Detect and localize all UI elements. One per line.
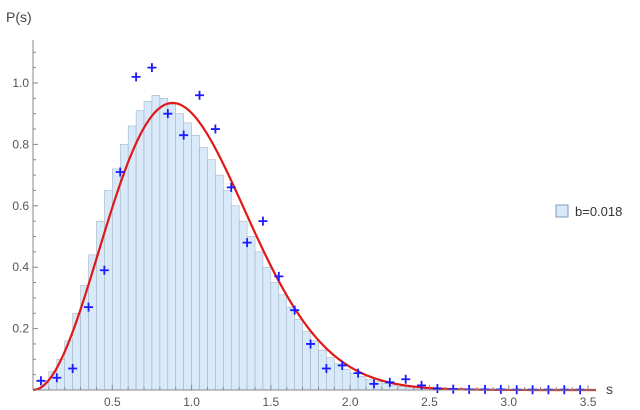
x-tick-label: 0.5: [104, 395, 121, 409]
data-marker: [147, 63, 157, 73]
y-axis-label: P(s): [6, 9, 32, 25]
data-marker: [258, 216, 268, 226]
histogram-bar: [127, 125, 137, 391]
data-marker: [385, 377, 395, 387]
histogram-bar: [230, 205, 240, 391]
data-marker: [369, 379, 379, 389]
histogram-bar: [151, 95, 161, 391]
histogram-bar: [373, 381, 383, 391]
data-marker: [496, 384, 506, 394]
y-tick-label: 1.0: [12, 76, 29, 90]
histogram-bar: [223, 190, 232, 391]
histogram-bar: [135, 110, 145, 391]
histogram-bar: [381, 383, 391, 391]
histogram-bar: [318, 349, 327, 391]
x-tick-label: 3.0: [500, 395, 517, 409]
histogram-bar: [278, 294, 288, 391]
data-marker: [210, 124, 220, 134]
y-tick-label: 0.2: [12, 322, 29, 336]
data-marker: [131, 72, 141, 82]
histogram-bar: [238, 220, 248, 391]
data-marker: [448, 384, 458, 394]
x-tick-label: 3.5: [580, 395, 597, 409]
legend: b=0.018: [555, 204, 622, 219]
data-marker: [401, 374, 411, 384]
histogram-bar: [167, 104, 176, 391]
y-tick-label: 0.6: [12, 199, 29, 213]
histogram-bar: [326, 357, 335, 391]
data-marker: [306, 339, 316, 349]
histogram-bar: [72, 313, 81, 391]
histogram-bar: [175, 113, 184, 391]
histogram-bar: [254, 251, 264, 391]
data-marker: [179, 130, 189, 140]
histogram-bar: [191, 134, 200, 391]
legend-swatch: [555, 204, 569, 218]
data-marker: [242, 238, 252, 248]
histogram-bar: [294, 319, 303, 391]
x-tick-label: 2.0: [342, 395, 359, 409]
histogram-bar: [286, 306, 295, 391]
histogram-bar: [365, 379, 375, 391]
histogram-bar: [262, 266, 272, 391]
histogram-bar: [357, 376, 367, 391]
data-marker: [337, 360, 347, 370]
histogram-bar: [342, 368, 351, 391]
data-marker: [36, 376, 46, 386]
histogram-bar: [215, 174, 224, 391]
histogram-bar: [334, 363, 343, 391]
histogram-bar: [397, 386, 406, 391]
histogram-bar: [207, 159, 216, 391]
x-tick-label: 1.5: [263, 395, 280, 409]
histogram-bar: [270, 282, 280, 391]
data-marker: [163, 109, 173, 119]
histogram-bar: [349, 372, 359, 391]
axes: 0.5 1.0 1.5 2.0 2.5 3.0 3.5 0.2 0.4 0.6 0.8 1.0: [12, 40, 597, 409]
histogram-bar: [159, 98, 169, 391]
x-tick-label: 1.0: [183, 395, 200, 409]
histogram-bar: [80, 285, 89, 391]
data-marker: [226, 182, 236, 192]
data-marker: [84, 302, 94, 312]
histogram-bar: [302, 331, 311, 391]
histogram-bar: [143, 101, 153, 391]
y-tick-label: 0.4: [12, 260, 29, 274]
legend-label: b=0.018: [575, 204, 622, 219]
x-axis-label: s: [606, 381, 613, 397]
data-marker: [353, 368, 363, 378]
data-marker: [274, 271, 284, 281]
histogram-bar: [199, 147, 208, 391]
histogram-bars: [32, 95, 589, 391]
data-marker: [290, 305, 300, 315]
data-marker: [195, 90, 205, 100]
data-marker: [68, 364, 78, 374]
data-marker: [99, 265, 109, 275]
data-marker: [52, 373, 62, 383]
x-tick-label: 2.5: [421, 395, 438, 409]
data-marker: [115, 167, 125, 177]
histogram-bar: [389, 384, 399, 391]
histogram-bar: [246, 236, 256, 391]
data-marker: [480, 384, 490, 394]
data-marker: [321, 364, 331, 374]
y-tick-label: 0.8: [12, 137, 29, 151]
histogram-bar: [183, 122, 192, 391]
data-marker: [464, 384, 474, 394]
data-marker: [432, 383, 442, 393]
data-marker: [417, 380, 427, 390]
histogram-bar: [310, 340, 319, 391]
